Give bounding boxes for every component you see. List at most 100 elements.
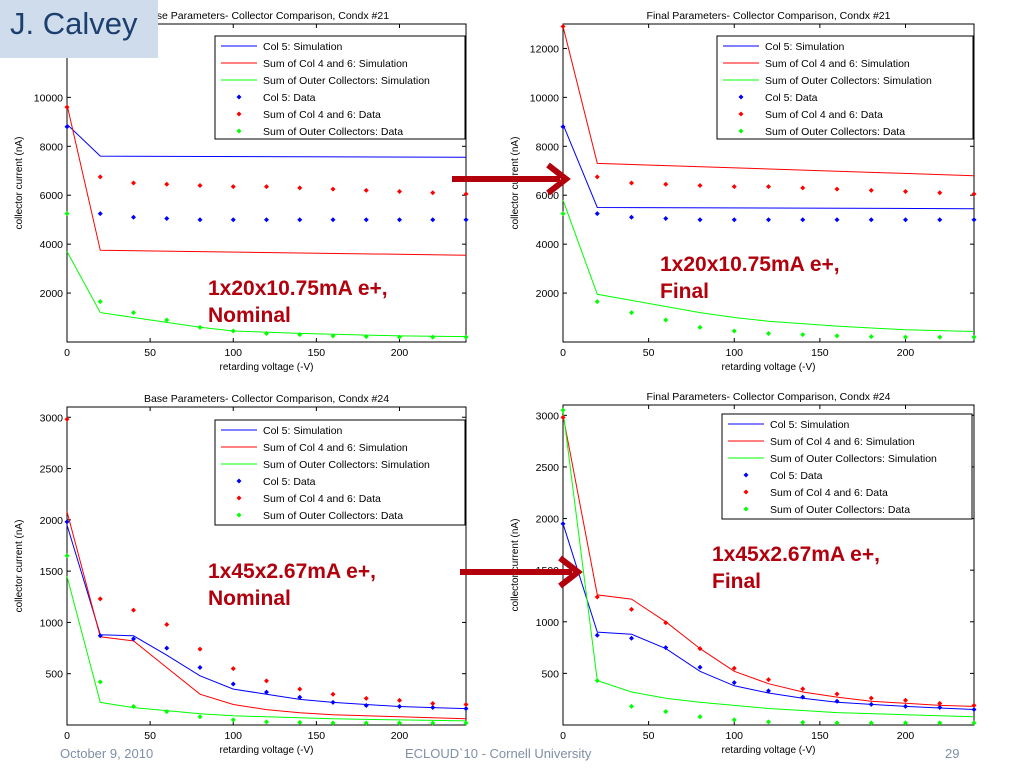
data-point bbox=[560, 124, 566, 130]
data-point bbox=[697, 664, 703, 670]
y-axis-label: collector current (nA) bbox=[14, 520, 25, 613]
legend-entry: Sum of Col 4 and 6: Simulation bbox=[770, 436, 915, 448]
x-axis-label: retarding voltage (-V) bbox=[722, 745, 816, 756]
legend-entry: Col 5: Simulation bbox=[770, 419, 850, 431]
y-tick-label: 3000 bbox=[536, 410, 560, 422]
data-point bbox=[430, 334, 436, 340]
footer-date: October 9, 2010 bbox=[60, 746, 154, 761]
data-point bbox=[594, 211, 600, 217]
legend-entry: Sum of Col 4 and 6: Data bbox=[770, 487, 888, 499]
chart-title: Base Parameters- Collector Comparison, C… bbox=[144, 393, 389, 405]
x-axis-label: retarding voltage (-V) bbox=[220, 362, 314, 373]
data-point bbox=[264, 217, 269, 223]
data-point bbox=[330, 186, 336, 192]
data-point bbox=[264, 678, 269, 684]
y-tick-label: 4000 bbox=[536, 239, 560, 251]
data-point bbox=[97, 633, 103, 639]
data-point bbox=[430, 217, 436, 223]
data-point bbox=[131, 704, 136, 710]
data-point bbox=[430, 720, 436, 726]
data-point bbox=[197, 714, 203, 720]
legend-entry: Sum of Outer Collectors: Simulation bbox=[263, 459, 430, 471]
data-point bbox=[766, 677, 771, 683]
data-point bbox=[297, 694, 303, 700]
data-point bbox=[766, 184, 771, 190]
data-point bbox=[297, 185, 303, 191]
legend-marker bbox=[236, 94, 242, 100]
y-tick-label: 1000 bbox=[536, 617, 560, 629]
data-point bbox=[97, 679, 103, 685]
author-box: J. Calvey bbox=[0, 0, 158, 58]
data-point bbox=[131, 214, 136, 220]
data-point bbox=[397, 720, 402, 726]
data-point bbox=[937, 700, 943, 706]
data-point bbox=[903, 703, 908, 709]
legend-box bbox=[721, 413, 973, 520]
y-tick-label: 2000 bbox=[40, 515, 64, 527]
data-point bbox=[330, 699, 336, 705]
data-point bbox=[697, 182, 703, 188]
data-point bbox=[330, 720, 336, 726]
x-tick-label: 200 bbox=[897, 730, 915, 742]
data-point bbox=[264, 689, 269, 695]
data-point bbox=[363, 187, 369, 193]
data-point bbox=[97, 211, 103, 217]
series-line bbox=[562, 415, 975, 707]
data-point bbox=[903, 720, 908, 726]
data-point bbox=[131, 636, 136, 642]
data-point bbox=[594, 678, 600, 684]
data-point bbox=[903, 697, 908, 703]
data-point bbox=[264, 719, 269, 725]
data-point bbox=[903, 217, 908, 223]
legend-marker bbox=[236, 495, 242, 501]
series-line bbox=[562, 410, 975, 718]
chart-title: Base Parameters- Collector Comparison, C… bbox=[144, 10, 389, 22]
data-point bbox=[903, 334, 908, 340]
series-line bbox=[562, 199, 975, 332]
data-point bbox=[731, 680, 737, 686]
data-point bbox=[766, 719, 771, 725]
data-point bbox=[463, 191, 469, 197]
data-point bbox=[64, 124, 70, 130]
data-point bbox=[594, 632, 600, 638]
chart-title: Final Parameters- Collector Comparison, … bbox=[647, 10, 891, 22]
data-point bbox=[663, 620, 669, 626]
y-tick-label: 6000 bbox=[536, 190, 560, 202]
x-tick-label: 100 bbox=[224, 730, 242, 742]
x-axis-label: retarding voltage (-V) bbox=[722, 362, 816, 373]
data-point bbox=[800, 332, 806, 338]
data-point bbox=[800, 719, 806, 725]
data-point bbox=[297, 719, 303, 725]
data-point bbox=[330, 691, 336, 697]
legend-entry: Sum of Outer Collectors: Data bbox=[770, 504, 910, 516]
data-point bbox=[971, 702, 977, 708]
y-tick-label: 4000 bbox=[40, 239, 64, 251]
legend-entry: Sum of Outer Collectors: Data bbox=[765, 126, 905, 138]
y-tick-label: 500 bbox=[45, 669, 63, 681]
data-point bbox=[197, 324, 203, 330]
data-point bbox=[903, 189, 908, 195]
series-line bbox=[562, 26, 975, 177]
data-point bbox=[594, 594, 600, 600]
data-point bbox=[697, 217, 703, 223]
data-point bbox=[230, 666, 236, 672]
data-point bbox=[397, 334, 402, 340]
annotation-line: 1x20x10.75mA e+, bbox=[208, 277, 388, 300]
data-point bbox=[663, 645, 669, 651]
data-point bbox=[297, 686, 303, 692]
annotation-line: Final bbox=[660, 280, 710, 303]
data-point bbox=[463, 720, 469, 726]
x-tick-label: 100 bbox=[725, 730, 743, 742]
data-point bbox=[868, 695, 874, 701]
x-tick-label: 50 bbox=[643, 730, 655, 742]
legend-entry: Col 5: Data bbox=[263, 476, 316, 488]
y-tick-label: 2500 bbox=[536, 462, 560, 474]
y-tick-label: 500 bbox=[541, 668, 559, 680]
x-tick-label: 100 bbox=[224, 347, 242, 359]
legend-entry: Col 5: Simulation bbox=[263, 41, 343, 53]
series-line bbox=[66, 123, 467, 158]
data-point bbox=[164, 215, 170, 221]
legend-box bbox=[716, 35, 974, 140]
